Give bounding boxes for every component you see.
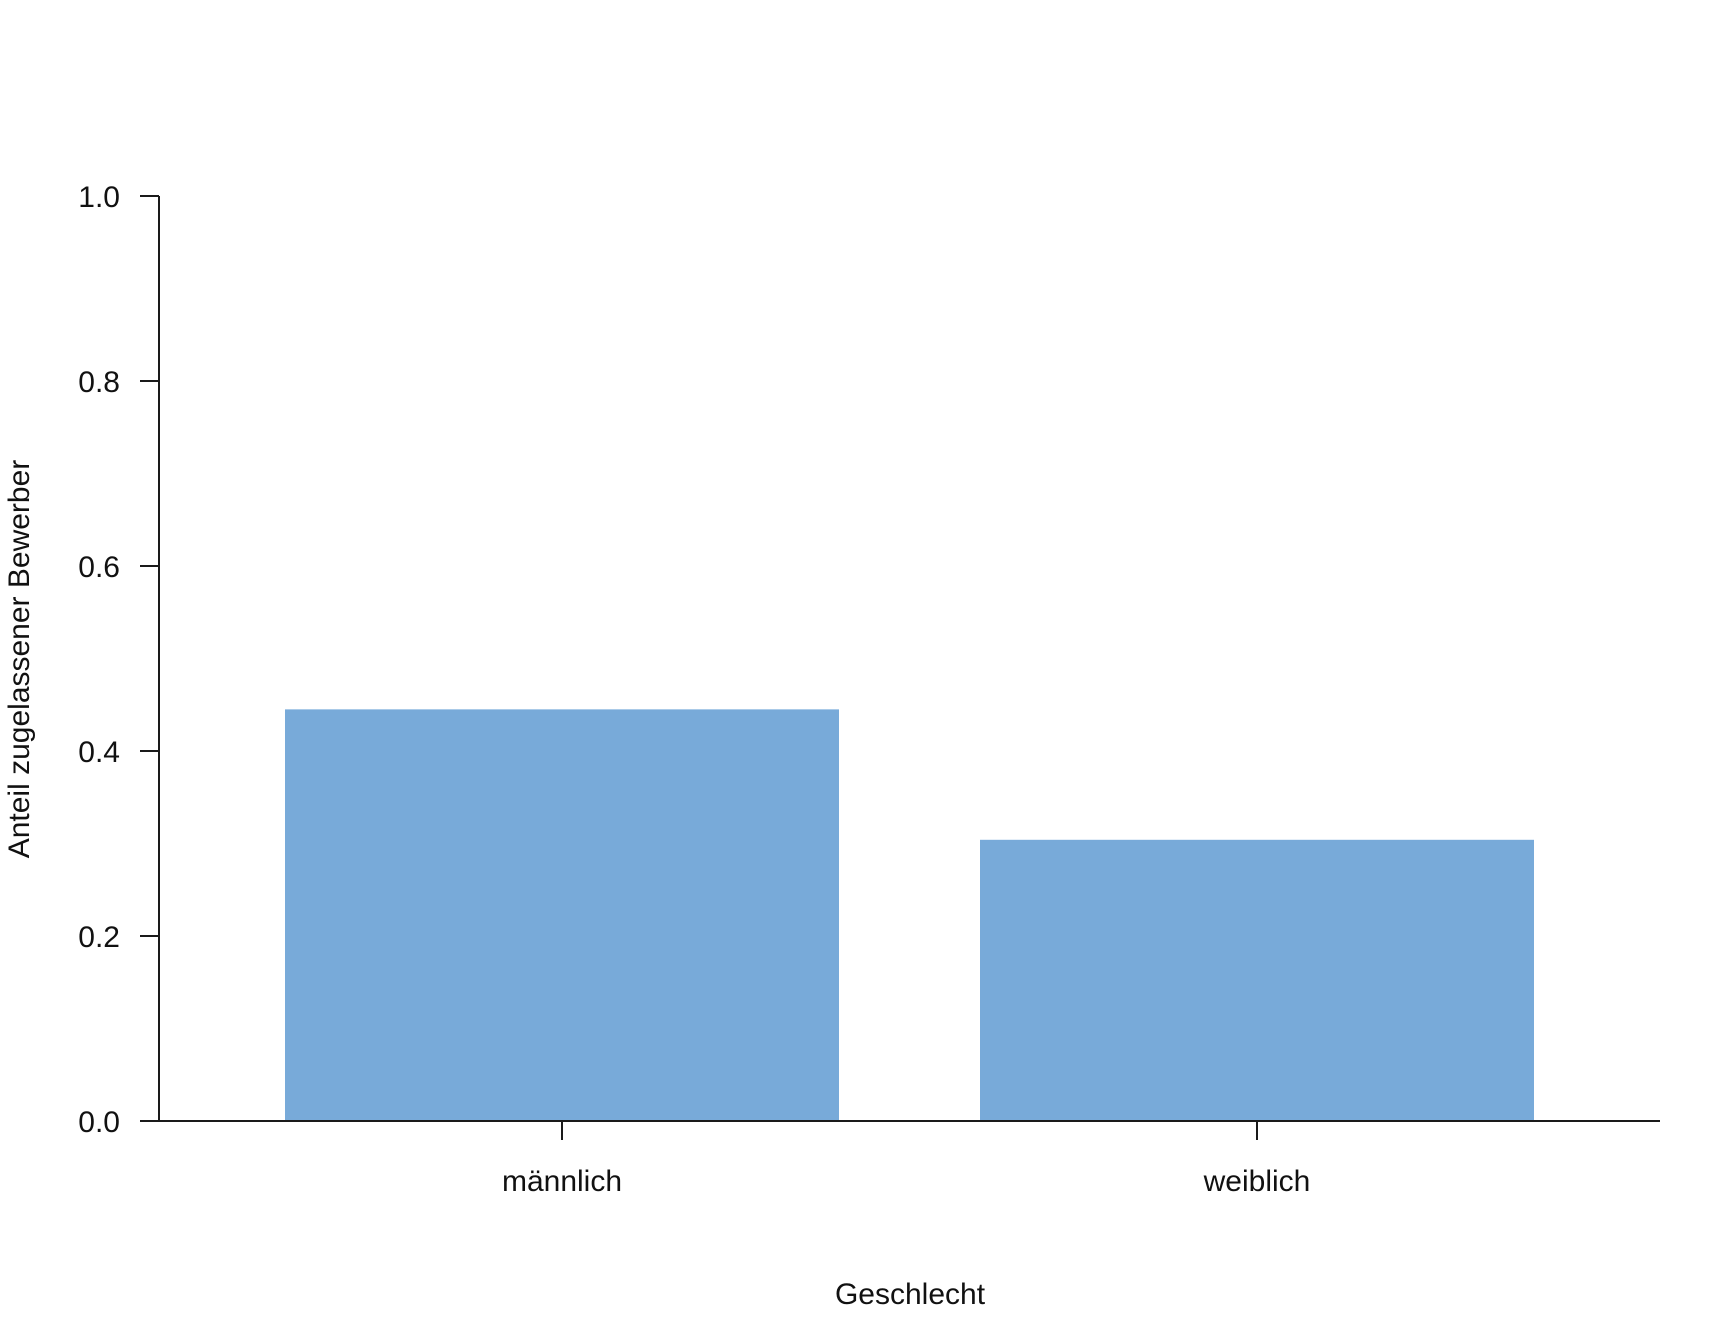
y-tick-label: 0.4 (78, 736, 120, 769)
x-tick-label: weiblich (1203, 1165, 1311, 1198)
x-axis-title: Geschlecht (835, 1278, 986, 1311)
y-tick-label: 0.0 (78, 1106, 120, 1139)
bar-weiblich (980, 839, 1534, 1121)
y-tick-label: 1.0 (78, 181, 120, 214)
y-axis-ticks: 0.0 0.2 0.4 0.6 0.8 1.0 (78, 181, 159, 1139)
x-axis-ticks: männlich weiblich (502, 1121, 1310, 1198)
y-tick-label: 0.6 (78, 551, 120, 584)
y-tick-label: 0.8 (78, 366, 120, 399)
bars-group (285, 709, 1534, 1121)
bar-maennlich (285, 709, 839, 1121)
x-tick-label: männlich (502, 1165, 622, 1198)
y-tick-label: 0.2 (78, 921, 120, 954)
y-axis-title: Anteil zugelassener Bewerber (3, 460, 36, 859)
